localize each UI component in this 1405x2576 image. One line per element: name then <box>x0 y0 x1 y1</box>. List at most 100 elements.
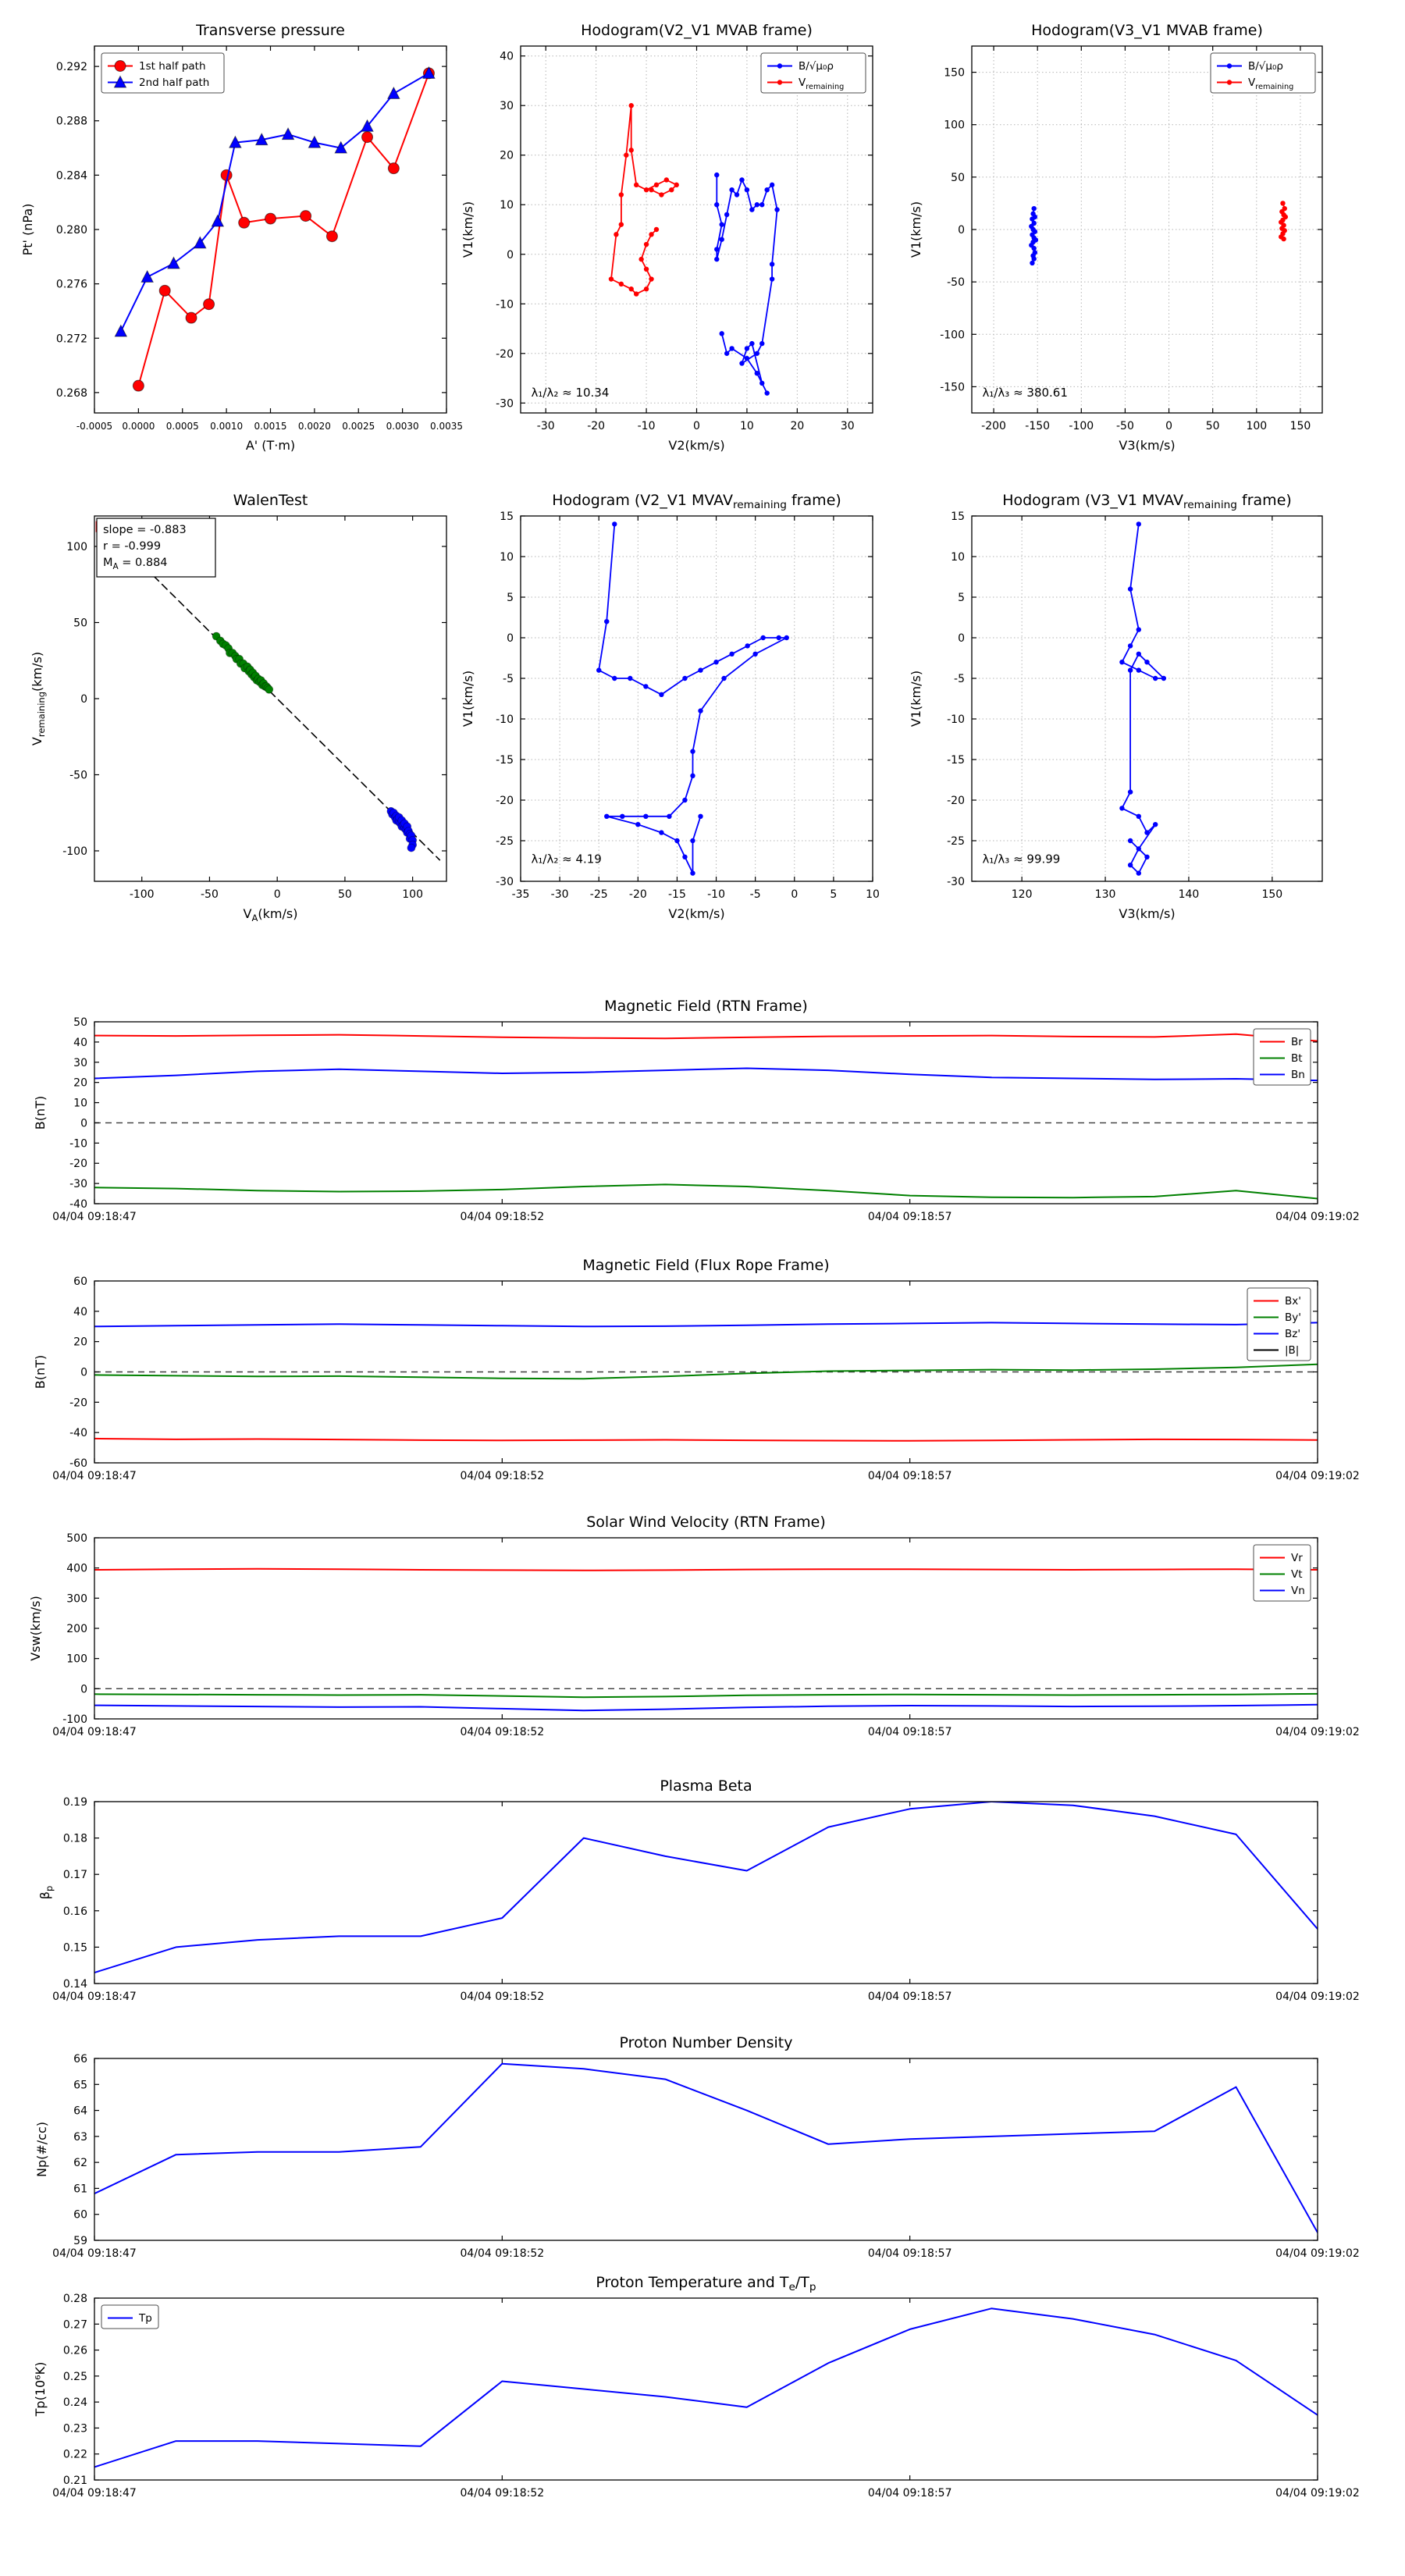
y-tick-label: -20 <box>69 1397 87 1409</box>
y-tick-label: -150 <box>940 381 965 393</box>
series-bz- <box>94 1322 1318 1328</box>
marker-dot <box>1226 63 1232 69</box>
y-tick-label: 20 <box>73 1077 87 1090</box>
x-tick-label: 04/04 09:19:02 <box>1275 2247 1360 2260</box>
marker-dot <box>612 675 617 681</box>
marker-dot <box>653 226 660 233</box>
series-first-half-points <box>212 632 274 694</box>
marker-dot <box>698 667 703 673</box>
chart-proton-temp: 04/04 09:18:47 04/04 09:18:52 04/04 09:18:… <box>33 2274 1360 2500</box>
x-tick-label: 04/04 09:18:52 <box>460 1726 544 1738</box>
series-br <box>94 1033 1318 1042</box>
y-axis-label: Vremaining(km/s) <box>30 652 47 745</box>
series-second-half-points <box>386 806 418 852</box>
y-tick-label: 63 <box>73 2131 87 2144</box>
y-tick-label: 0 <box>958 224 965 237</box>
marker-dot <box>633 182 639 188</box>
chart-plasma-beta: 04/04 09:18:47 04/04 09:18:52 04/04 09:18:… <box>37 1777 1360 2003</box>
marker-dot <box>744 346 750 351</box>
x-tick-label: -50 <box>201 888 219 901</box>
marker-dot <box>628 148 634 153</box>
marker-dot <box>1144 660 1150 665</box>
y-tick-label: 100 <box>944 119 965 132</box>
series-vt <box>94 1692 1318 1699</box>
x-tick-label: -10 <box>638 420 656 432</box>
y-axis-label: B(nT) <box>33 1096 48 1130</box>
y-tick-label: 0.284 <box>56 169 87 182</box>
legend-label: Bz' <box>1285 1328 1300 1340</box>
marker-triangle <box>281 127 295 141</box>
y-tick-label: 0.23 <box>63 2422 87 2435</box>
legend-label: B/√μ₀ρ <box>1248 60 1283 73</box>
marker-dot <box>604 619 610 624</box>
marker-dot <box>745 643 750 649</box>
y-tick-label: 0.272 <box>56 333 87 345</box>
y-tick-label: -15 <box>947 754 965 767</box>
legend-label: 1st half path <box>139 60 206 73</box>
x-tick-label: 30 <box>841 420 855 432</box>
legend-label: Tp <box>138 2312 152 2325</box>
x-tick-label: -5 <box>750 888 761 901</box>
series-by- <box>94 1363 1318 1380</box>
marker-dot <box>1144 830 1150 835</box>
y-tick-label: 0.14 <box>63 1978 87 1991</box>
marker-dot <box>596 667 602 673</box>
marker-triangle <box>308 135 322 148</box>
x-tick-label: 04/04 09:18:52 <box>460 2487 544 2500</box>
y-tick-label: -10 <box>947 713 965 726</box>
y-tick-label: 150 <box>944 67 965 80</box>
marker-dot <box>1136 813 1142 820</box>
marker-dot <box>734 192 740 197</box>
marker-triangle <box>387 86 400 99</box>
y-tick-label: 0 <box>507 249 514 262</box>
y-tick-label: 10 <box>951 551 965 564</box>
marker-dot <box>754 202 760 208</box>
y-axis-label: B(nT) <box>33 1355 48 1389</box>
y-tick-label: 40 <box>73 1037 87 1049</box>
x-tick-label: 0 <box>791 888 798 901</box>
x-tick-label: 04/04 09:18:47 <box>52 2247 137 2260</box>
x-axis-label: V3(km/s) <box>1119 906 1175 921</box>
x-tick-label: 140 <box>1179 888 1200 901</box>
marker-dot <box>690 749 695 754</box>
chart-title: Hodogram (V3_V1 MVAVremaining frame) <box>1002 492 1292 511</box>
marker-dot <box>635 822 641 827</box>
marker-dot <box>713 660 719 665</box>
y-tick-label: 20 <box>73 1336 87 1349</box>
marker-dot <box>620 813 625 820</box>
series-b <box>1029 205 1039 266</box>
x-axis-label: A' (T·m) <box>246 438 295 453</box>
marker-dot <box>764 390 770 396</box>
marker-dot <box>649 187 654 193</box>
axis-ticks <box>94 1021 1318 1204</box>
marker-dot <box>784 635 789 641</box>
marker-dot <box>719 222 724 227</box>
marker-dot <box>659 692 664 697</box>
chart-hodogram-v2-v1-mvab: -30 -20 -10 0 10 20 30 -30 -20 -10 0 10 20 30 40 Hodogr… <box>461 22 873 453</box>
x-axis-label: VA(km/s) <box>244 906 298 923</box>
marker-dot <box>612 521 617 527</box>
marker-dot <box>776 635 781 641</box>
y-tick-label: 64 <box>73 2105 87 2118</box>
legend-box <box>1253 1028 1311 1086</box>
y-tick-label: 0 <box>507 632 514 645</box>
marker-dot <box>618 192 624 197</box>
x-tick-label: 04/04 09:18:47 <box>52 2487 137 2500</box>
axes-frame <box>94 1021 1318 1204</box>
chart-transverse-pressure: -0.0005 0.0000 0.0005 0.0010 0.0015 0.0020 0.0… <box>20 22 463 453</box>
x-tick-label: 0.0035 <box>430 421 463 432</box>
marker-dot <box>759 380 765 386</box>
y-tick-label: -20 <box>496 795 514 807</box>
y-axis-label: Tp(10⁶K) <box>33 2362 48 2418</box>
marker-dot <box>614 232 619 237</box>
y-tick-label: 30 <box>500 100 514 112</box>
marker-dot <box>1226 80 1232 85</box>
marker-dot <box>633 291 639 297</box>
y-tick-label: 0 <box>80 1683 87 1695</box>
marker-dot <box>769 262 775 267</box>
x-tick-label: 50 <box>1206 420 1220 432</box>
legend-label: Bn <box>1291 1069 1305 1081</box>
y-tick-label: -20 <box>947 795 965 807</box>
marker-dot <box>643 684 649 689</box>
grid-lines <box>972 46 1322 413</box>
